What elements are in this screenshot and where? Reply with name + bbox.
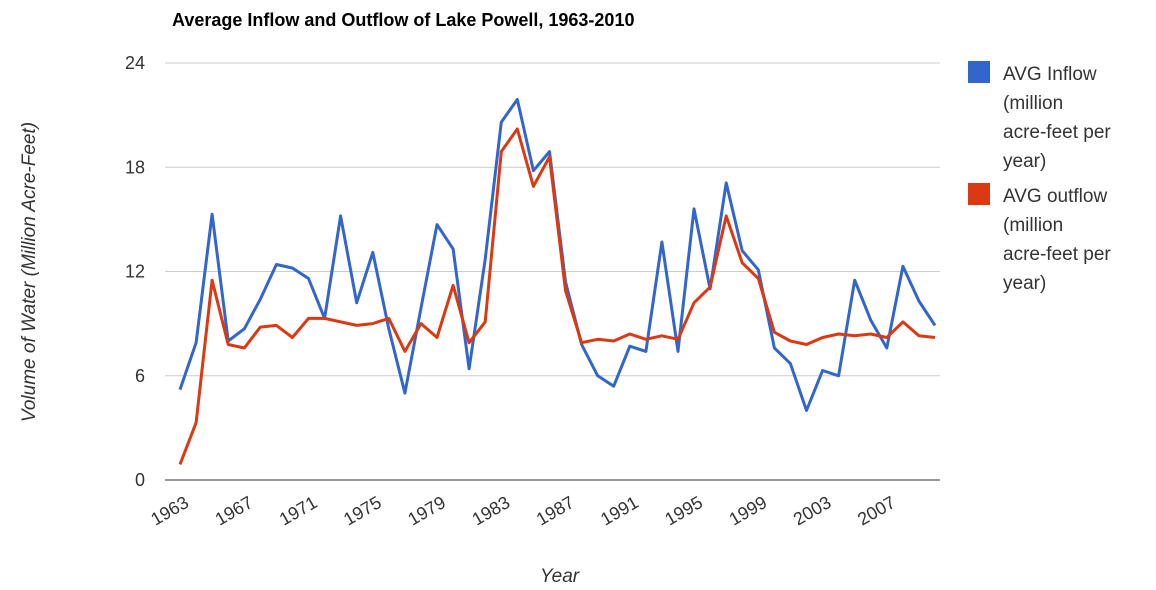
series-lines (178, 98, 937, 465)
legend-label: AVG Inflow (million acre-feet per year) (1003, 64, 1111, 172)
x-tick-label: 1967 (212, 492, 257, 529)
y-tick-label: 6 (135, 366, 145, 386)
x-tick-label: 2003 (790, 492, 835, 529)
x-tick-label: 1987 (533, 492, 578, 529)
series-line-inflow (178, 98, 937, 412)
legend-swatch (968, 61, 990, 83)
x-tick-label: 1983 (469, 492, 514, 529)
x-tick-label: 1971 (276, 492, 321, 529)
x-axis-title: Year (540, 566, 580, 585)
chart-title: Average Inflow and Outflow of Lake Powel… (172, 10, 634, 30)
y-axis-title: Volume of Water (Million Acre-Feet) (19, 122, 40, 422)
x-tick-label: 1995 (661, 492, 706, 529)
y-tick-label: 24 (125, 53, 145, 73)
y-tick-label: 12 (125, 262, 145, 282)
x-tick-label: 1979 (404, 492, 449, 529)
x-tick-label: 1991 (597, 492, 642, 529)
y-tick-label: 18 (125, 157, 145, 177)
y-axis-ticks: 0 6 12 18 24 (125, 53, 145, 490)
legend: AVG Inflow (million acre-feet per year) AVG … (968, 61, 1111, 294)
x-axis-ticks: 1963 1967 1971 1975 1979 1983 1987 1991 1995 1999… (147, 492, 898, 529)
legend-swatch (968, 183, 990, 205)
series-line-outflow (178, 127, 936, 465)
x-tick-label: 1963 (147, 492, 192, 529)
x-tick-label: 2007 (854, 492, 899, 529)
gridlines (165, 62, 940, 481)
x-tick-label: 1975 (340, 492, 385, 529)
x-tick-label: 1999 (726, 492, 771, 529)
legend-label: AVG outflow (million acre-feet per year) (1003, 186, 1111, 294)
y-tick-label: 0 (135, 470, 145, 490)
